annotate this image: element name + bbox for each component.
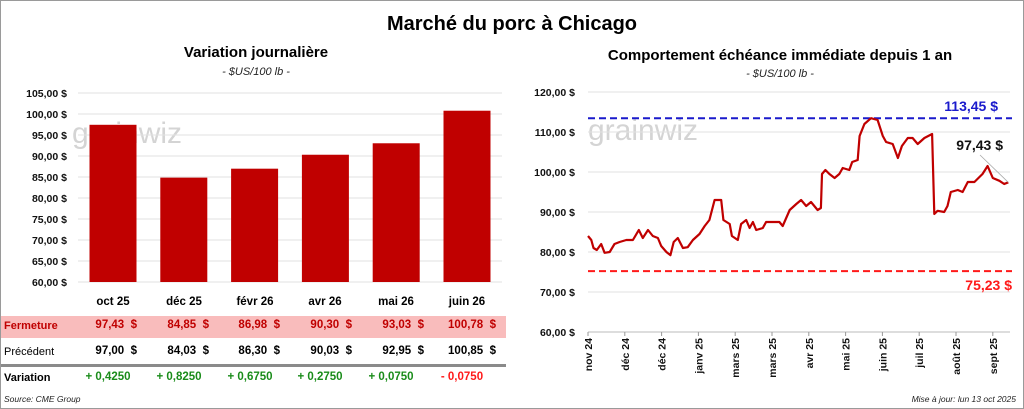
x-tick-label: avr 25 bbox=[804, 338, 816, 369]
bar-chart-subtitle: - $US/100 lb - bbox=[222, 66, 290, 78]
y-tick-label: 60,00 $ bbox=[540, 327, 575, 339]
line-chart-title: Comportement échéance immédiate depuis 1… bbox=[607, 47, 953, 64]
y-tick-label: 85,00 $ bbox=[32, 172, 67, 184]
price-line bbox=[587, 117, 1009, 257]
x-tick-label: mai 25 bbox=[841, 338, 853, 371]
y-tick-label: 90,00 $ bbox=[32, 151, 67, 163]
y-tick-label: 80,00 $ bbox=[540, 247, 575, 259]
prev-value: 92,95 $ bbox=[382, 345, 424, 357]
y-tick-label: 80,00 $ bbox=[32, 193, 67, 205]
y-tick-label: 95,00 $ bbox=[32, 130, 67, 142]
variation-value: + 0,2750 bbox=[297, 371, 343, 383]
close-value: 93,03 $ bbox=[382, 319, 424, 331]
y-tick-label: 70,00 $ bbox=[540, 287, 575, 299]
x-tick-label: sept 25 bbox=[988, 338, 1000, 374]
bar-chart-title: Variation journalière bbox=[183, 44, 329, 61]
x-tick-label: déc 24 bbox=[657, 338, 669, 371]
month-header: déc 25 bbox=[166, 296, 202, 308]
y-tick-label: 60,00 $ bbox=[32, 277, 67, 289]
bar-mai-26 bbox=[372, 143, 420, 282]
x-tick-label: mars 25 bbox=[767, 338, 779, 378]
ref-label-low: 75,23 $ bbox=[965, 277, 1012, 293]
x-tick-label: juin 25 bbox=[877, 338, 889, 372]
prev-value: 90,03 $ bbox=[310, 345, 352, 357]
month-header: oct 25 bbox=[96, 296, 130, 308]
x-tick-label: mars 25 bbox=[730, 338, 742, 378]
var-label: Variation bbox=[4, 372, 51, 384]
x-tick-label: août 25 bbox=[951, 338, 963, 375]
variation-value: + 0,4250 bbox=[85, 371, 131, 383]
close-value: 100,78 $ bbox=[448, 319, 496, 331]
close-value: 97,43 $ bbox=[95, 319, 137, 331]
variation-value: + 0,8250 bbox=[156, 371, 202, 383]
line-chart-subtitle: - $US/100 lb - bbox=[746, 68, 814, 80]
prev-label: Précédent bbox=[4, 346, 55, 358]
prev-value: 86,30 $ bbox=[238, 345, 280, 357]
updated-note: Mise à jour: lun 13 oct 2025 bbox=[911, 394, 1016, 404]
bar-févr-26 bbox=[231, 168, 279, 282]
y-tick-label: 90,00 $ bbox=[540, 207, 575, 219]
close-row-bg bbox=[1, 316, 506, 338]
y-tick-label: 110,00 $ bbox=[535, 127, 575, 139]
table-divider bbox=[1, 364, 506, 367]
ref-label-high: 113,45 $ bbox=[944, 98, 998, 114]
bar-avr-26 bbox=[301, 154, 349, 282]
prev-value: 97,00 $ bbox=[95, 345, 137, 357]
close-label: Fermeture bbox=[4, 320, 58, 332]
last-label-leader bbox=[979, 154, 1009, 183]
month-header: juin 26 bbox=[448, 296, 486, 308]
close-value: 90,30 $ bbox=[310, 319, 352, 331]
month-header: avr 26 bbox=[308, 296, 342, 308]
x-tick-label: nov 24 bbox=[583, 338, 595, 371]
source-note: Source: CME Group bbox=[4, 394, 81, 404]
variation-value: + 0,6750 bbox=[227, 371, 273, 383]
month-header: mai 26 bbox=[378, 296, 414, 308]
x-tick-label: juil 25 bbox=[914, 338, 926, 369]
y-tick-label: 75,00 $ bbox=[32, 214, 67, 226]
last-price-label: 97,43 $ bbox=[956, 137, 1003, 153]
watermark-right: grainwiz bbox=[588, 114, 698, 147]
y-tick-label: 70,00 $ bbox=[32, 235, 67, 247]
bar-oct-25 bbox=[89, 124, 137, 282]
y-tick-label: 100,00 $ bbox=[26, 109, 67, 121]
bar-déc-25 bbox=[160, 177, 208, 282]
x-tick-label: janv 25 bbox=[693, 338, 705, 375]
y-tick-label: 105,00 $ bbox=[26, 88, 67, 100]
variation-value: - 0,0750 bbox=[440, 371, 484, 383]
y-tick-label: 120,00 $ bbox=[534, 87, 575, 99]
month-header: févr 26 bbox=[236, 296, 274, 308]
close-value: 86,98 $ bbox=[238, 319, 280, 331]
prev-value: 100,85 $ bbox=[448, 345, 496, 357]
variation-value: + 0,0750 bbox=[368, 371, 414, 383]
page-title: Marché du porc à Chicago bbox=[386, 13, 638, 35]
y-tick-label: 100,00 $ bbox=[534, 167, 575, 179]
x-tick-label: déc 24 bbox=[620, 338, 632, 371]
close-value: 84,85 $ bbox=[167, 319, 209, 331]
bar-juin-26 bbox=[443, 110, 491, 282]
prev-value: 84,03 $ bbox=[167, 345, 209, 357]
y-tick-label: 65,00 $ bbox=[32, 256, 67, 268]
